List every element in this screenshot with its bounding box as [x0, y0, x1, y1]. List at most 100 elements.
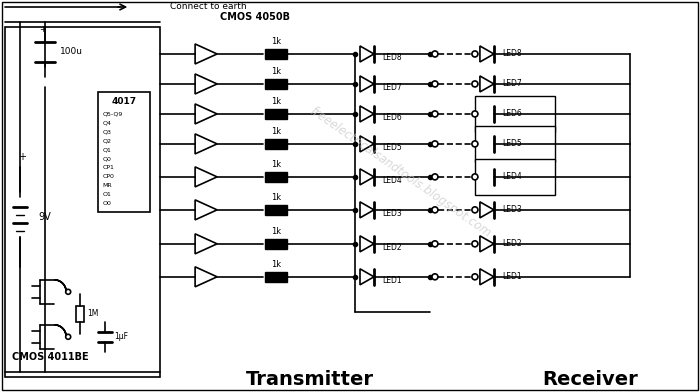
Polygon shape [480, 236, 494, 252]
Circle shape [432, 51, 438, 57]
Bar [5, 27, 160, 377]
Bar [265, 139, 287, 149]
Text: LED4: LED4 [502, 172, 522, 181]
Circle shape [472, 141, 478, 147]
Polygon shape [480, 269, 494, 285]
Polygon shape [480, 46, 494, 62]
Polygon shape [195, 200, 217, 220]
Text: LED3: LED3 [502, 205, 522, 214]
Text: Connect to earth: Connect to earth [170, 2, 246, 11]
Text: LED7: LED7 [502, 80, 522, 89]
Bar [265, 79, 287, 89]
Text: LED1: LED1 [382, 276, 402, 285]
Bar [475, 159, 555, 195]
Bar [265, 49, 287, 59]
Text: LED3: LED3 [382, 209, 402, 218]
Polygon shape [195, 267, 217, 287]
Polygon shape [360, 236, 374, 252]
Text: 1k: 1k [271, 67, 281, 76]
Bar [76, 306, 84, 322]
Bar [265, 239, 287, 249]
Text: LED2: LED2 [502, 240, 522, 249]
Circle shape [432, 81, 438, 87]
Text: CP1: CP1 [102, 165, 114, 171]
Text: LED8: LED8 [382, 53, 402, 62]
Polygon shape [195, 234, 217, 254]
Text: Q1: Q1 [102, 147, 111, 152]
Polygon shape [480, 106, 494, 122]
Circle shape [432, 141, 438, 147]
Polygon shape [360, 136, 374, 152]
Text: CMOS 4011BE: CMOS 4011BE [12, 352, 88, 362]
Text: LED7: LED7 [382, 83, 402, 93]
Polygon shape [360, 202, 374, 218]
Circle shape [472, 274, 478, 280]
Text: O1: O1 [102, 192, 111, 197]
Bar [98, 92, 150, 212]
Polygon shape [360, 76, 374, 92]
Bar [475, 96, 555, 132]
Bar [265, 272, 287, 282]
Text: O0: O0 [102, 201, 111, 206]
Text: 4017: 4017 [111, 98, 136, 107]
Text: Q0: Q0 [102, 156, 111, 162]
Text: 1k: 1k [271, 227, 281, 236]
Text: Q4: Q4 [102, 120, 111, 125]
Text: 9V: 9V [38, 212, 51, 222]
Circle shape [472, 241, 478, 247]
Text: Q3: Q3 [102, 129, 111, 134]
Text: 1k: 1k [271, 193, 281, 202]
Text: LED4: LED4 [382, 176, 402, 185]
Circle shape [432, 174, 438, 180]
Polygon shape [360, 106, 374, 122]
Text: 1k: 1k [271, 260, 281, 269]
Text: Receiver: Receiver [542, 370, 638, 389]
Text: 1k: 1k [271, 98, 281, 107]
Text: LED5: LED5 [502, 140, 522, 149]
Bar [265, 109, 287, 119]
Text: 1μF: 1μF [114, 332, 128, 341]
Bar [475, 126, 555, 162]
Polygon shape [195, 134, 217, 154]
Polygon shape [360, 169, 374, 185]
Text: 1M: 1M [88, 309, 99, 318]
Text: Transmitter: Transmitter [246, 370, 374, 389]
Circle shape [66, 334, 71, 339]
Circle shape [472, 174, 478, 180]
Circle shape [472, 111, 478, 117]
Circle shape [66, 289, 71, 294]
Text: LED2: LED2 [382, 243, 402, 252]
Circle shape [472, 207, 478, 213]
Text: +: + [38, 25, 46, 34]
Bar [76, 306, 84, 322]
Circle shape [472, 81, 478, 87]
Text: MR: MR [102, 183, 112, 189]
Text: 100u: 100u [60, 47, 83, 56]
Polygon shape [480, 169, 494, 185]
Circle shape [432, 207, 438, 213]
Text: 1k: 1k [271, 127, 281, 136]
Polygon shape [195, 74, 217, 94]
Text: CMOS 4050B: CMOS 4050B [220, 12, 290, 22]
Polygon shape [195, 44, 217, 64]
Circle shape [432, 111, 438, 117]
Text: Q2: Q2 [102, 138, 111, 143]
Polygon shape [480, 76, 494, 92]
Text: 1k: 1k [271, 160, 281, 169]
Polygon shape [480, 136, 494, 152]
Polygon shape [480, 202, 494, 218]
Polygon shape [360, 269, 374, 285]
Text: 1k: 1k [271, 38, 281, 47]
Text: LED6: LED6 [382, 113, 402, 122]
Text: LED6: LED6 [502, 109, 522, 118]
Text: LED8: LED8 [502, 49, 522, 58]
Circle shape [432, 241, 438, 247]
Circle shape [432, 274, 438, 280]
Polygon shape [360, 46, 374, 62]
Bar [265, 205, 287, 215]
Polygon shape [195, 104, 217, 124]
Text: CP0: CP0 [102, 174, 114, 180]
Bar [265, 172, 287, 182]
Text: +: + [18, 152, 26, 162]
Circle shape [472, 51, 478, 57]
